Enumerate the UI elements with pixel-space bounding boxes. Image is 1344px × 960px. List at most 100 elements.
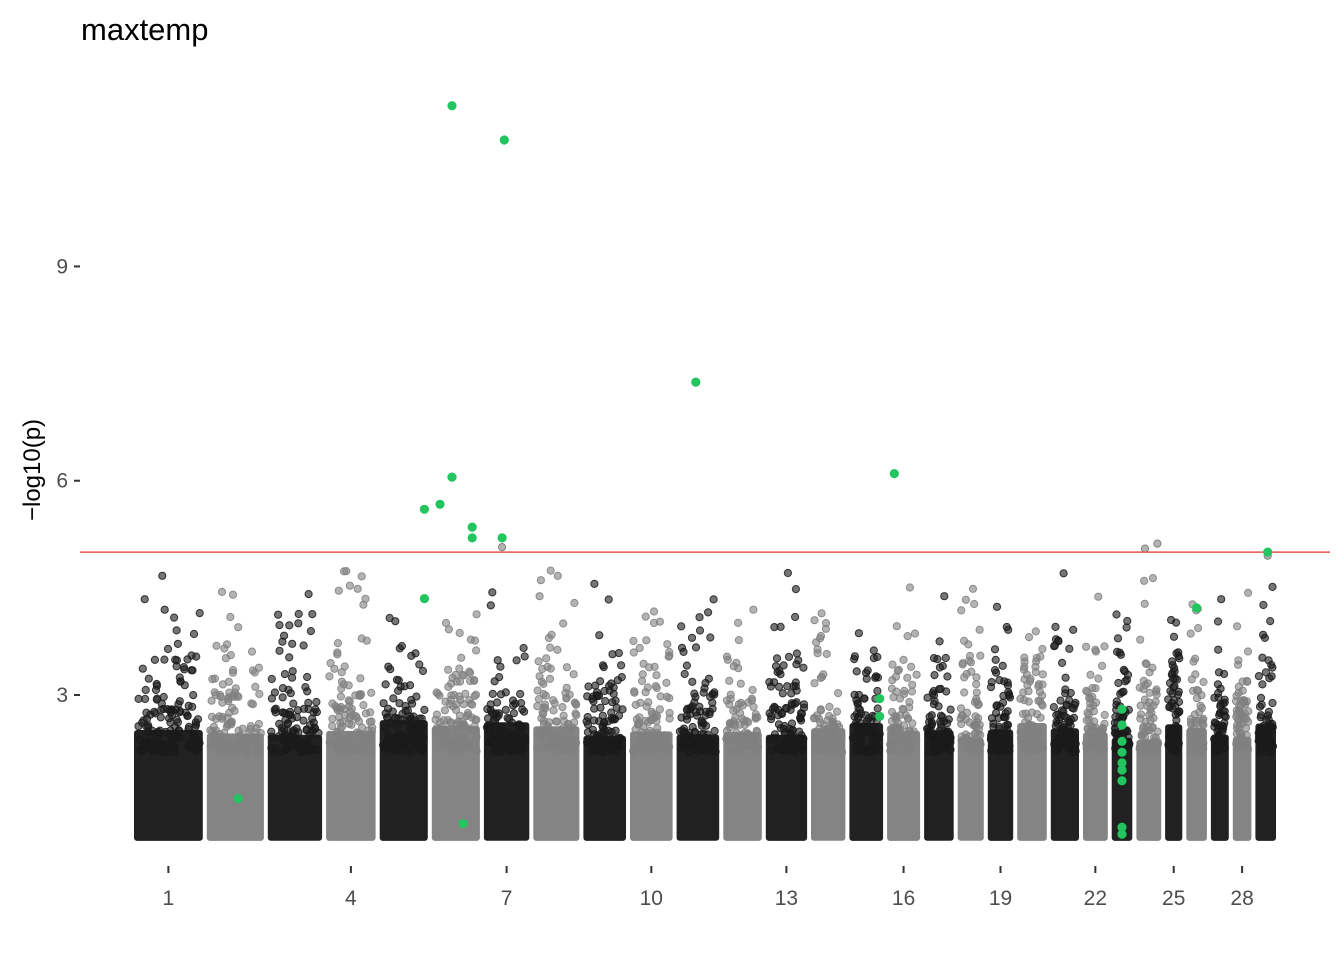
- snp-point: [275, 621, 284, 630]
- chromosome-12-band: [723, 731, 762, 841]
- snp-point: [875, 729, 884, 738]
- snp-point: [1033, 710, 1042, 719]
- snp-point: [344, 719, 354, 728]
- snp-point: [174, 700, 183, 709]
- snp-point: [1216, 684, 1225, 693]
- snp-point: [165, 714, 174, 723]
- snp-point: [1264, 656, 1273, 665]
- snp-point: [1189, 657, 1198, 666]
- snp-point: [799, 734, 808, 744]
- highlighted-snp-point: [1192, 603, 1202, 613]
- snp-point: [1082, 642, 1091, 651]
- snp-point: [326, 659, 335, 668]
- chromosome-11-points: [675, 595, 720, 841]
- highlighted-snp-point: [1117, 829, 1127, 839]
- snp-point: [610, 715, 619, 724]
- snp-point: [1124, 733, 1133, 742]
- snp-point: [838, 748, 847, 757]
- snp-point: [285, 653, 294, 662]
- snp-point: [998, 661, 1007, 670]
- snp-point: [1175, 707, 1184, 717]
- snp-point: [889, 726, 898, 735]
- snp-point: [1100, 710, 1109, 720]
- snp-point: [539, 690, 548, 699]
- snp-point: [444, 665, 453, 674]
- snp-point: [1211, 747, 1220, 757]
- snp-point: [336, 692, 345, 701]
- snp-point: [359, 600, 368, 609]
- snp-point: [328, 721, 337, 731]
- snp-point: [775, 682, 784, 691]
- snp-point: [682, 711, 691, 720]
- snp-point: [751, 714, 760, 723]
- snp-point: [470, 726, 479, 735]
- snp-point: [293, 706, 303, 715]
- snp-point: [607, 746, 616, 755]
- snp-point: [691, 643, 701, 652]
- snp-point: [501, 688, 510, 697]
- snp-point: [420, 705, 429, 715]
- snp-point: [1061, 673, 1070, 682]
- snp-point: [935, 663, 945, 672]
- snp-point: [495, 673, 504, 682]
- snp-point: [638, 670, 647, 679]
- snp-point: [706, 692, 715, 702]
- snp-point: [1210, 722, 1219, 731]
- snp-point: [1262, 715, 1271, 724]
- snp-point: [247, 647, 257, 656]
- snp-point: [821, 624, 831, 633]
- snp-point: [935, 685, 944, 694]
- snp-point: [1049, 703, 1059, 712]
- snp-point: [559, 619, 568, 628]
- snp-point: [1268, 698, 1277, 708]
- y-tick-label: 3: [56, 684, 68, 707]
- snp-point: [778, 689, 787, 698]
- snp-point: [267, 674, 276, 684]
- snp-point: [1019, 665, 1029, 674]
- highlighted-snp-point: [233, 794, 243, 804]
- snp-point: [852, 741, 861, 751]
- snp-point: [1233, 743, 1242, 752]
- snp-point: [1071, 739, 1080, 748]
- snp-point: [908, 680, 917, 689]
- snp-point: [1197, 704, 1207, 713]
- chromosome-1-points: [134, 571, 204, 841]
- snp-point: [159, 747, 168, 756]
- snp-point: [935, 637, 944, 646]
- snp-point: [483, 714, 493, 723]
- snp-point: [390, 713, 399, 723]
- snp-point: [601, 697, 610, 706]
- snp-point: [270, 705, 279, 715]
- snp-point: [309, 745, 318, 754]
- chromosome-1-band: [134, 730, 203, 841]
- snp-point: [491, 709, 500, 718]
- chromosome-22-points: [1082, 592, 1109, 841]
- snp-point: [195, 609, 204, 618]
- snp-point: [1111, 712, 1120, 722]
- snp-point: [592, 746, 601, 756]
- snp-point: [1055, 715, 1064, 724]
- snp-point: [810, 734, 820, 743]
- snp-point: [143, 727, 152, 736]
- snp-point: [652, 683, 661, 693]
- snp-point: [1140, 599, 1149, 608]
- snp-point: [1123, 616, 1132, 626]
- snp-point: [960, 688, 969, 697]
- snp-point: [1235, 728, 1244, 737]
- snp-point: [1024, 697, 1033, 706]
- snp-point: [519, 643, 528, 653]
- snp-point: [549, 696, 558, 705]
- snp-point: [220, 734, 229, 743]
- snp-point: [772, 654, 782, 663]
- snp-point: [1141, 659, 1150, 668]
- snp-point: [341, 740, 350, 749]
- chromosome-12-points: [722, 605, 763, 841]
- snp-point: [472, 715, 481, 724]
- snp-point: [507, 743, 516, 752]
- snp-point: [612, 703, 621, 712]
- snp-point: [328, 714, 337, 724]
- chromosome-8-points: [533, 566, 581, 841]
- snp-point: [866, 746, 875, 755]
- snp-point: [611, 696, 620, 705]
- snp-point: [854, 629, 864, 638]
